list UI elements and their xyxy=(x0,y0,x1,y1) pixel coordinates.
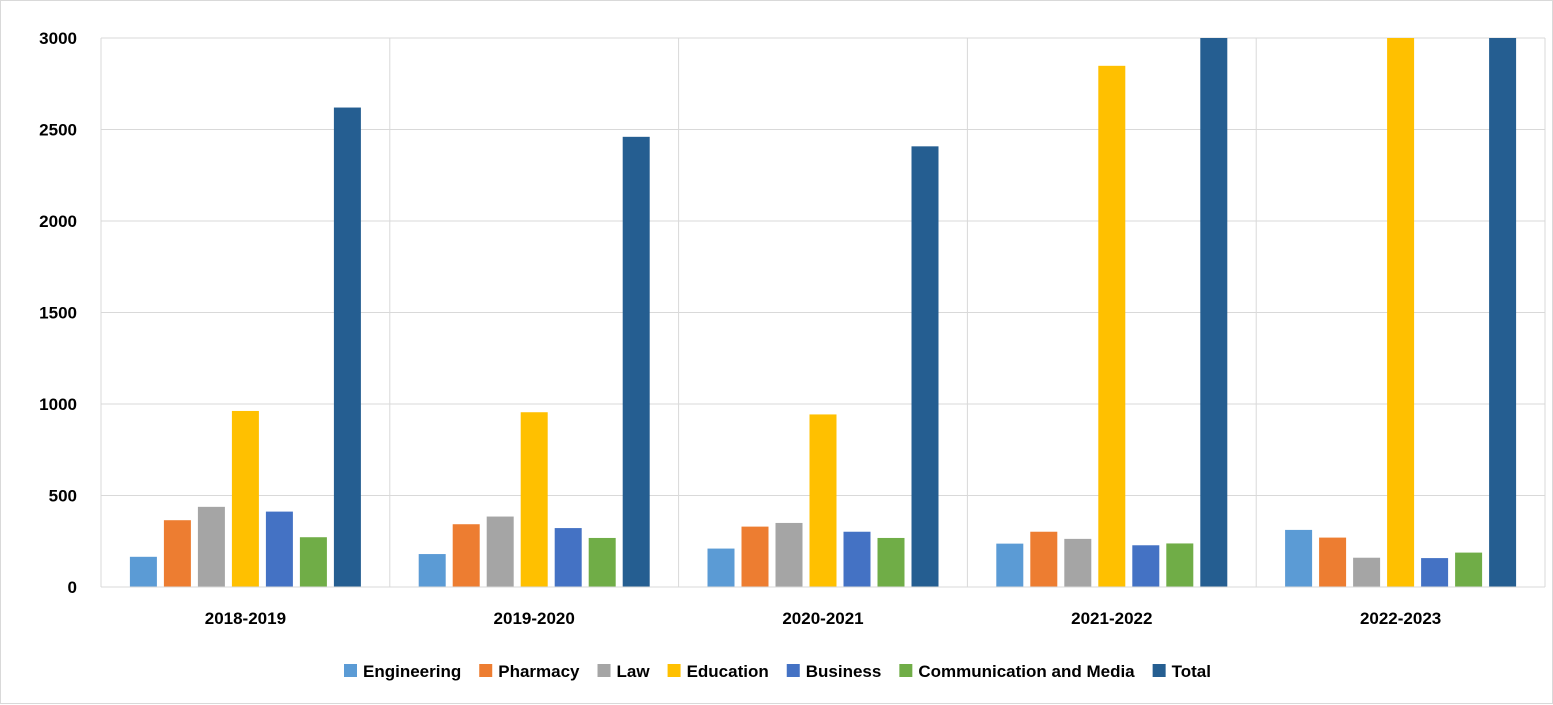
bar-education xyxy=(1098,65,1126,588)
bar-education xyxy=(1387,38,1415,587)
legend-label: Business xyxy=(806,662,882,681)
bar-total xyxy=(333,107,361,587)
bar-communication-and-media xyxy=(588,537,616,587)
bar-law xyxy=(775,522,803,587)
bar-total xyxy=(622,136,650,587)
x-tick-label: 2018-2019 xyxy=(205,609,286,628)
legend-swatch-pharmacy xyxy=(479,664,493,677)
legend-label: Engineering xyxy=(363,662,461,681)
bar-business xyxy=(843,531,871,587)
bar-pharmacy xyxy=(741,526,769,587)
legend-swatch-engineering xyxy=(344,664,357,677)
legend-label: Total xyxy=(1172,662,1211,681)
y-tick-label: 1500 xyxy=(39,304,77,323)
axes: 0 500 1000 1500 2000 2500 3000 2018-2019 2019-20… xyxy=(39,29,1545,628)
bar-business xyxy=(1421,558,1449,587)
y-tick-label: 0 xyxy=(68,578,77,597)
bar-communication-and-media xyxy=(1166,543,1194,587)
bar-total xyxy=(911,146,939,587)
bar-engineering xyxy=(129,556,157,587)
x-tick-label: 2021-2022 xyxy=(1071,609,1152,628)
bar-engineering xyxy=(996,543,1024,587)
legend-swatch-total xyxy=(1152,664,1166,677)
bar-engineering xyxy=(1285,529,1313,587)
legend-swatch-law xyxy=(597,664,611,677)
bar-pharmacy xyxy=(1319,537,1347,587)
bar-communication-and-media xyxy=(299,537,327,587)
bar-engineering xyxy=(707,548,735,587)
bar-business xyxy=(554,528,582,587)
bar-business xyxy=(1132,545,1160,587)
bar-education xyxy=(520,412,548,587)
x-tick-label: 2019-2020 xyxy=(494,609,575,628)
x-tick-label: 2022-2023 xyxy=(1360,609,1441,628)
y-tick-label: 1000 xyxy=(39,395,77,414)
legend-label: Communication and Media xyxy=(918,662,1135,681)
bar-total xyxy=(1489,38,1517,587)
legend: Engineering Pharmacy Law Education Business C… xyxy=(344,662,1211,681)
bar-pharmacy xyxy=(452,524,480,587)
bar-communication-and-media xyxy=(877,537,905,587)
bar-law xyxy=(1353,557,1381,587)
y-tick-label: 2000 xyxy=(39,212,77,231)
bar-education xyxy=(809,414,837,587)
bars xyxy=(129,38,1517,588)
legend-label: Education xyxy=(687,662,769,681)
x-tick-label: 2020-2021 xyxy=(782,609,863,628)
legend-label: Pharmacy xyxy=(498,662,580,681)
bar-law xyxy=(486,516,514,587)
bar-law xyxy=(1064,538,1092,587)
bar-pharmacy xyxy=(1030,531,1058,587)
bar-business xyxy=(265,511,293,587)
y-tick-label: 500 xyxy=(49,487,77,506)
bar-pharmacy xyxy=(163,520,191,587)
y-tick-label: 2500 xyxy=(39,121,77,140)
bar-communication-and-media xyxy=(1455,552,1483,587)
legend-swatch-education xyxy=(667,664,681,677)
legend-label: Law xyxy=(617,662,651,681)
legend-swatch-communication-and-media xyxy=(899,664,913,677)
y-tick-label: 3000 xyxy=(39,29,77,48)
bar-education xyxy=(231,410,259,587)
bar-engineering xyxy=(418,554,446,587)
bar-total xyxy=(1200,38,1228,587)
legend-swatch-business xyxy=(786,664,800,677)
bar-law xyxy=(197,506,225,587)
